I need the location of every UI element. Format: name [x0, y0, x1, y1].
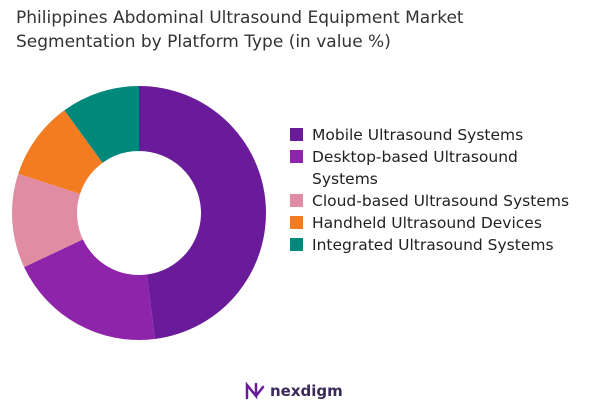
legend-label: Integrated Ultrasound Systems [312, 236, 554, 254]
chart-title: Philippines Abdominal Ultrasound Equipme… [16, 8, 464, 52]
slice [24, 239, 155, 340]
slice [11, 173, 83, 268]
legend-item: Mobile Ultrasound Systems [290, 124, 580, 146]
legend-item: Integrated Ultrasound Systems [290, 234, 580, 256]
legend-label: Desktop-based Ultrasound Systems [312, 148, 518, 188]
slice [139, 86, 267, 339]
legend-label: Cloud-based Ultrasound Systems [312, 192, 570, 210]
legend: Mobile Ultrasound Systems Desktop-based U… [290, 124, 580, 256]
slice [18, 110, 103, 194]
slice [64, 86, 139, 163]
legend-label: Handheld Ultrasound Devices [312, 214, 542, 232]
legend-item: Desktop-based Ultrasound Systems [290, 146, 580, 190]
legend-swatch [290, 194, 303, 207]
logo-icon [245, 381, 265, 400]
legend-swatch [290, 128, 303, 141]
legend-swatch [290, 238, 303, 251]
legend-label: Mobile Ultrasound Systems [312, 126, 524, 144]
logo: nexdigm [244, 381, 343, 401]
legend-swatch [290, 150, 303, 163]
legend-item: Cloud-based Ultrasound Systems [290, 190, 580, 212]
legend-item: Handheld Ultrasound Devices [290, 212, 580, 234]
logo-text: nexdigm [270, 382, 343, 400]
legend-swatch [290, 216, 303, 229]
